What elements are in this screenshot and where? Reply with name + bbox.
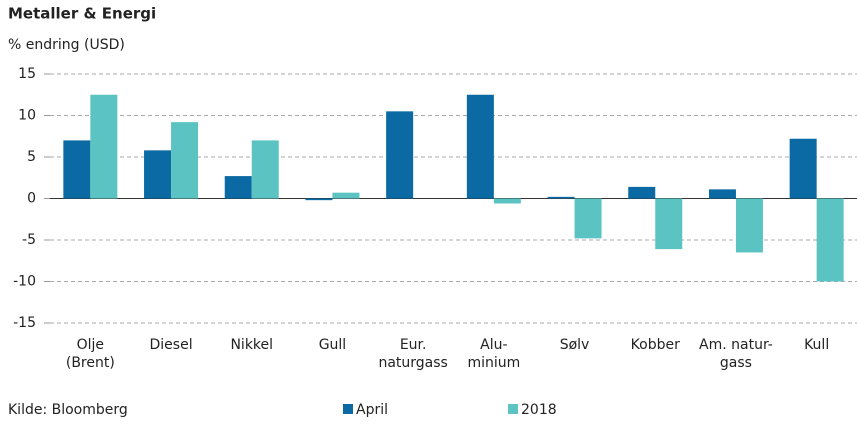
x-tick-label: Gull xyxy=(319,337,347,353)
x-tick-label: gass xyxy=(720,355,752,371)
bar xyxy=(90,94,118,199)
bar xyxy=(305,198,333,201)
bar xyxy=(332,192,360,199)
bar xyxy=(251,140,279,199)
x-tick-label: Am. natur- xyxy=(699,337,773,353)
bar xyxy=(655,198,683,250)
y-tick-label: -10 xyxy=(13,274,36,290)
bar xyxy=(628,186,656,199)
y-tick-label: -15 xyxy=(13,315,36,331)
bar xyxy=(144,150,172,199)
bar xyxy=(171,122,199,199)
legend-label: 2018 xyxy=(521,402,557,418)
y-tick-label: 10 xyxy=(18,108,36,124)
x-tick-label: Diesel xyxy=(150,337,193,353)
bar xyxy=(386,111,414,199)
x-tick-label: Kull xyxy=(804,337,829,353)
y-tick-label: -5 xyxy=(22,232,36,248)
bar xyxy=(493,198,521,204)
bar xyxy=(735,198,763,253)
bar xyxy=(63,140,91,199)
legend-swatch xyxy=(343,404,353,414)
chart-title: Metaller & Energi xyxy=(8,5,156,23)
y-axis-label: % endring (USD) xyxy=(8,37,125,53)
bar xyxy=(574,198,602,239)
source: Kilde: Bloomberg xyxy=(8,402,128,418)
x-tick-label: Eur. xyxy=(400,337,427,353)
legend-label: April xyxy=(356,402,388,418)
bar xyxy=(547,196,575,199)
x-tick-label: Olje xyxy=(77,337,104,353)
bar xyxy=(466,94,494,199)
x-tick-label: Nikkel xyxy=(230,337,273,353)
x-tick-label: Kobber xyxy=(631,337,680,353)
y-tick-label: 15 xyxy=(18,66,36,82)
x-tick-label: Sølv xyxy=(560,337,590,353)
bar xyxy=(708,189,736,199)
x-tick-label: (Brent) xyxy=(66,355,115,371)
y-tick-label: 0 xyxy=(27,191,36,207)
bar xyxy=(816,198,844,282)
bar xyxy=(789,138,817,199)
x-tick-label: Alu- xyxy=(480,337,507,353)
bar xyxy=(224,176,252,199)
legend-swatch xyxy=(508,404,518,414)
x-tick-label: minium xyxy=(467,355,520,371)
y-tick-label: 5 xyxy=(27,149,36,165)
x-tick-label: naturgass xyxy=(378,355,447,371)
